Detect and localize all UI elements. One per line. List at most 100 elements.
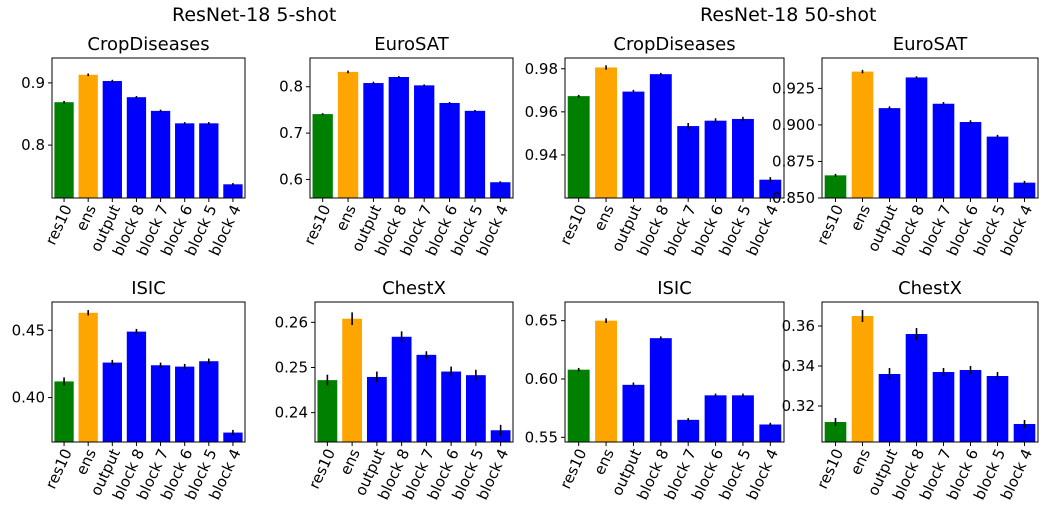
y-tick-label: 0.45: [12, 321, 45, 339]
axes-frame: [821, 57, 1039, 199]
x-tick-label: res10: [813, 202, 847, 248]
axes-frame: [51, 57, 246, 199]
bar-block-6: [704, 395, 727, 442]
bar-ens: [595, 67, 618, 198]
y-tick-label: 0.98: [525, 60, 558, 78]
bar-block-6: [704, 120, 727, 198]
bar-res10: [824, 422, 847, 442]
y-tick-label: 0.34: [782, 357, 815, 375]
bar-output: [878, 374, 901, 442]
bar-block-8: [905, 334, 928, 442]
x-tick-label: res10: [556, 446, 590, 492]
bar-ens: [595, 320, 618, 442]
bar-block-6: [959, 122, 982, 198]
bar-block-5: [731, 118, 754, 198]
panel-title: EuroSAT: [893, 34, 968, 55]
y-tick-label: 0.36: [782, 317, 815, 335]
bar-block-8: [649, 338, 672, 442]
x-tick-label: res10: [813, 446, 847, 492]
bar-ens: [337, 71, 359, 198]
y-tick-label: 0.94: [525, 146, 558, 164]
panel-title: ISIC: [657, 278, 692, 299]
bar-res10: [54, 381, 74, 442]
y-tick-label: 0.55: [525, 428, 558, 446]
bar-block-7: [677, 126, 700, 198]
bar-block-7: [932, 103, 955, 198]
bar-block-5: [199, 361, 219, 442]
bar-block-5: [986, 136, 1009, 198]
panel-title: ISIC: [131, 278, 166, 299]
x-tick-label: ens: [847, 446, 875, 478]
axes-frame: [309, 57, 514, 199]
x-tick-label: ens: [590, 202, 618, 234]
y-tick-label: 0.65: [525, 312, 558, 330]
bar-block-4: [490, 182, 511, 198]
y-tick-label: 0.850: [772, 189, 815, 207]
bar-output: [363, 83, 384, 198]
bar-block-8: [126, 97, 147, 198]
bar-res10: [317, 380, 338, 442]
bar-block-4: [1013, 424, 1036, 442]
bar-output: [622, 384, 645, 442]
x-tick-label: res10: [42, 202, 76, 248]
y-tick-label: 0.6: [279, 170, 303, 188]
y-tick-label: 0.875: [772, 152, 815, 170]
bar-block-8: [126, 331, 147, 442]
bar-block-4: [223, 184, 243, 198]
bar-block-6: [959, 370, 982, 442]
y-tick-label: 0.9: [21, 74, 45, 92]
bar-block-4: [490, 430, 511, 442]
bar-block-7: [414, 85, 435, 198]
bar-block-5: [986, 376, 1009, 442]
bar-output: [878, 108, 901, 198]
x-tick-label: res10: [305, 446, 339, 492]
bar-block-4: [1013, 182, 1036, 198]
bar-block-6: [441, 371, 462, 442]
group-title-50shot: ResNet-18 50-shot: [700, 4, 877, 26]
y-tick-label: 0.32: [782, 397, 815, 415]
bar-ens: [78, 312, 98, 442]
bar-res10: [567, 96, 590, 198]
bar-block-4: [759, 179, 782, 198]
x-tick-label: res10: [300, 202, 334, 248]
bar-ens: [342, 318, 363, 442]
group-title-5shot: ResNet-18 5-shot: [172, 4, 337, 26]
panel-title: CropDiseases: [613, 34, 735, 55]
bar-output: [622, 91, 645, 198]
y-tick-label: 0.96: [525, 103, 558, 121]
bar-block-8: [905, 77, 928, 198]
bar-block-6: [439, 102, 460, 198]
bar-block-8: [391, 336, 412, 442]
bar-ens: [851, 71, 874, 198]
bar-output: [366, 376, 387, 442]
y-tick-label: 0.25: [275, 358, 308, 376]
x-tick-label: ens: [847, 202, 875, 234]
bar-res10: [312, 114, 333, 198]
bar-block-5: [465, 375, 486, 442]
bar-block-7: [150, 110, 171, 198]
bar-block-6: [175, 366, 195, 442]
bar-ens: [851, 316, 874, 442]
panel-title: CropDiseases: [87, 34, 209, 55]
bar-block-4: [759, 424, 782, 442]
bar-block-5: [731, 395, 754, 442]
y-tick-label: 0.7: [279, 124, 303, 142]
x-tick-label: ens: [590, 446, 618, 478]
bar-block-6: [175, 123, 195, 198]
axes-frame: [564, 301, 785, 443]
bar-block-7: [932, 372, 955, 442]
axes-frame: [564, 57, 785, 199]
y-tick-label: 0.8: [21, 136, 45, 154]
bar-block-7: [677, 419, 700, 442]
bar-output: [102, 81, 122, 198]
bar-block-5: [464, 110, 486, 198]
y-tick-label: 0.26: [275, 313, 308, 331]
